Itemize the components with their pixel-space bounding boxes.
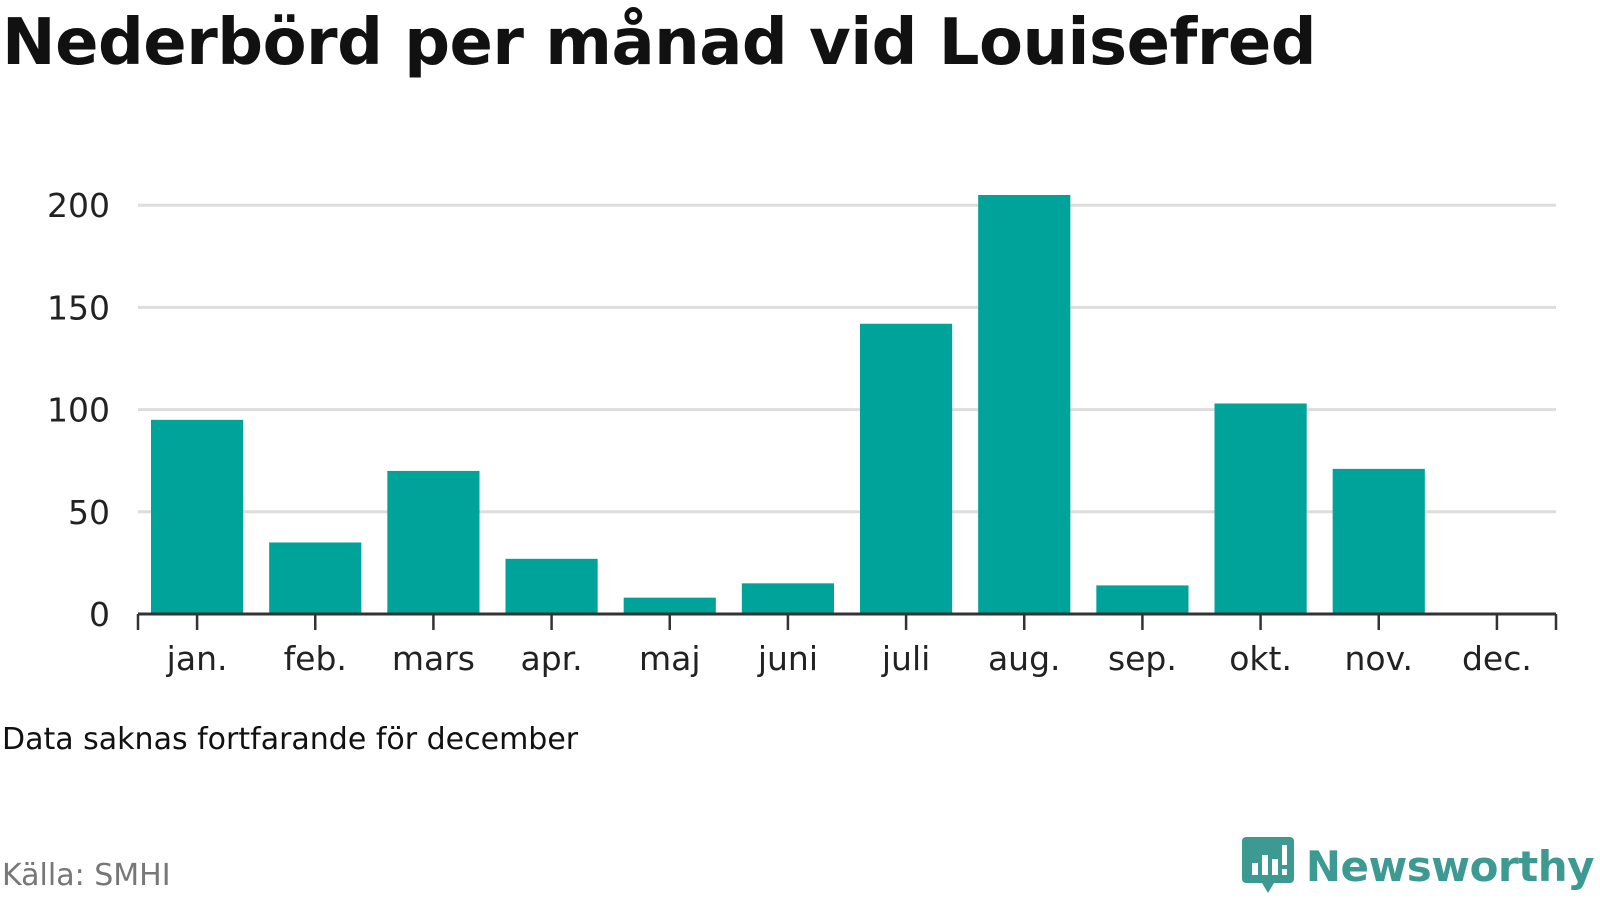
bar — [1096, 585, 1189, 614]
x-axis — [136, 612, 1558, 630]
bar — [269, 542, 362, 614]
source-credit: Källa: SMHI — [2, 858, 171, 893]
y-tick-label: 100 — [47, 391, 110, 430]
y-tick-label: 200 — [47, 186, 110, 225]
x-tick-label: aug. — [988, 639, 1061, 678]
gridlines — [138, 203, 1556, 514]
brand-name: Newsworthy — [1305, 841, 1595, 891]
y-axis-tick-labels: 0 50 100 150 200 — [47, 186, 110, 634]
bar — [978, 195, 1071, 614]
bar-chart: 0 50 100 150 200 jan. feb. mars apr. maj juni juli… — [47, 186, 1558, 678]
x-tick-label: apr. — [520, 639, 582, 678]
x-tick-label: sep. — [1108, 639, 1177, 678]
x-tick-label: dec. — [1462, 639, 1532, 678]
x-axis-tick-labels: jan. feb. mars apr. maj juni juli aug. sep. okt. n… — [166, 639, 1532, 678]
x-tick-label: jan. — [166, 639, 228, 678]
bar — [623, 597, 716, 614]
x-tick-label: juni — [757, 639, 818, 678]
x-tick-label: maj — [639, 639, 701, 678]
bar — [1214, 403, 1307, 614]
bar — [859, 323, 953, 614]
y-tick-label: 50 — [68, 493, 110, 532]
footnote: Data saknas fortfarande för december — [2, 722, 579, 757]
x-tick-label: feb. — [284, 639, 347, 678]
x-tick-label: okt. — [1229, 639, 1292, 678]
x-tick-label: mars — [392, 639, 475, 678]
x-tick-label: nov. — [1344, 639, 1413, 678]
bars — [150, 195, 1425, 614]
y-tick-label: 0 — [89, 595, 110, 634]
brand-logo: Newsworthy — [1241, 837, 1595, 894]
bar — [1332, 468, 1425, 614]
bar — [150, 419, 244, 614]
bar — [505, 558, 598, 614]
newsworthy-logo-icon — [1241, 837, 1294, 893]
bar — [387, 470, 480, 614]
bar — [741, 583, 835, 614]
chart-title: Nederbörd per månad vid Louisefred — [2, 6, 1317, 80]
x-tick-label: juli — [881, 639, 930, 678]
y-tick-label: 150 — [47, 288, 110, 327]
